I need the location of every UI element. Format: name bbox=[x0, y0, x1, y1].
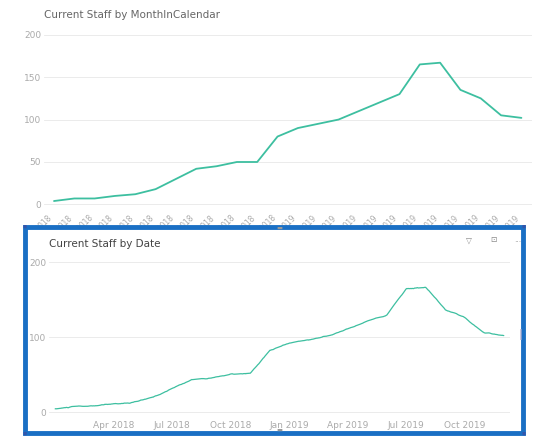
Text: ...: ... bbox=[514, 235, 522, 244]
Text: ◼: ◼ bbox=[521, 224, 526, 229]
Text: Current Staff by MonthInCalendar: Current Staff by MonthInCalendar bbox=[44, 10, 220, 20]
Text: ◼: ◼ bbox=[22, 431, 27, 436]
Text: |: | bbox=[518, 329, 523, 340]
Text: ◼: ◼ bbox=[521, 431, 526, 436]
Text: Current Staff by Date: Current Staff by Date bbox=[49, 238, 161, 249]
Text: ▬: ▬ bbox=[277, 427, 282, 433]
Text: ▬: ▬ bbox=[277, 226, 282, 231]
Text: ◼: ◼ bbox=[22, 224, 27, 229]
Text: ⊡: ⊡ bbox=[490, 235, 496, 244]
Text: ▽: ▽ bbox=[466, 235, 471, 244]
